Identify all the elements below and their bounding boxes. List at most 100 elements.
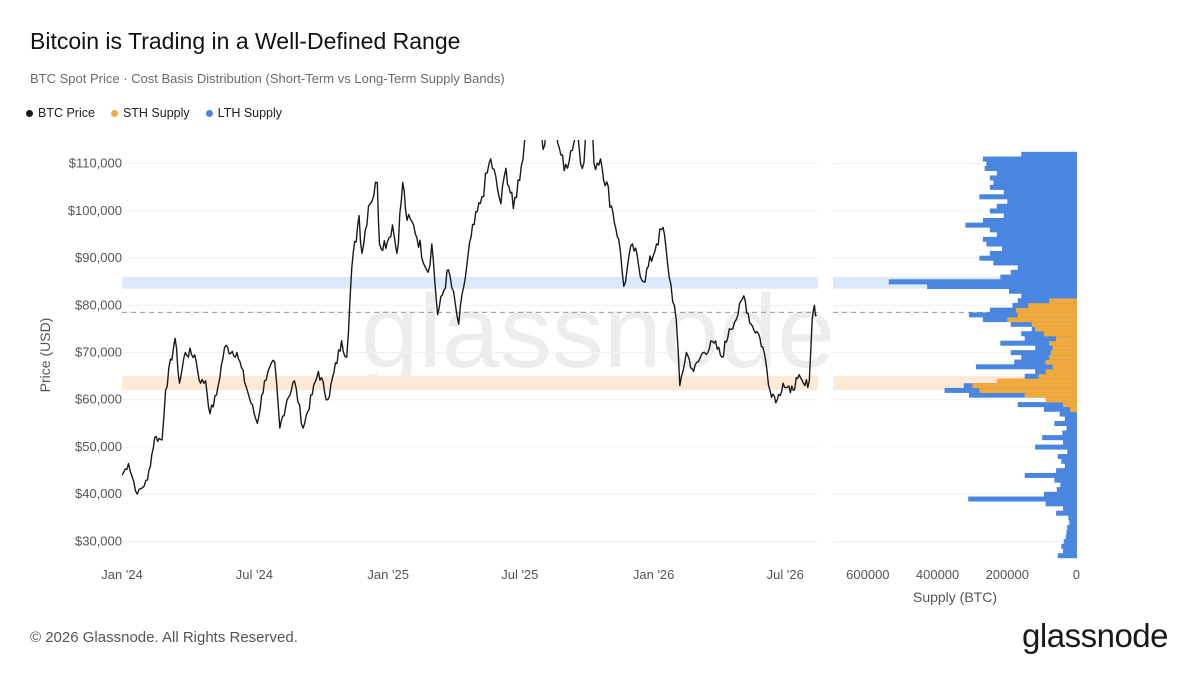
lth-supply-bar (1067, 449, 1077, 455)
sth-supply-bar (1052, 345, 1077, 351)
y-tick-label: $50,000 (75, 439, 122, 454)
lth-supply-bar (1035, 444, 1077, 450)
legend-dot-lth-supply (205, 109, 213, 117)
price-series (122, 140, 817, 495)
sth-supply-bar (1056, 335, 1077, 341)
lth-supply-bar (1056, 487, 1077, 493)
grid-layer (122, 163, 1077, 542)
y-axis-title: Price (USD) (37, 318, 53, 393)
lth-supply-bar (1007, 199, 1077, 205)
lth-supply-bar (888, 279, 1077, 285)
lth-supply-bar (1054, 420, 1077, 426)
lth-supply-bar (1063, 548, 1077, 554)
sth-supply-bar (1024, 392, 1077, 398)
lth-supply-bar (982, 217, 1077, 223)
lth-supply-bar (996, 232, 1077, 238)
chart-title: Bitcoin is Trading in a Well-Defined Ran… (30, 28, 461, 54)
x-tick-label: Jul '24 (236, 567, 273, 582)
lth-supply-bar (1057, 553, 1077, 559)
sth-supply-bar (1050, 350, 1077, 356)
sth-supply-bar (1017, 312, 1077, 318)
lth-supply-bar (1062, 430, 1077, 436)
sth-supply-bar (1016, 307, 1077, 313)
time-axis: Jan '24 Jul '24 Jan '25 Jul '25 Jan '26 Jul '… (101, 567, 804, 582)
sth-supply-bar (1028, 302, 1077, 308)
supply-tick-label: 200000 (986, 567, 1029, 582)
lth-supply-bar (1065, 534, 1077, 540)
sth-supply-bar (1045, 369, 1077, 375)
lth-supply-bar (1066, 425, 1077, 431)
legend-dot-btc-price (26, 109, 33, 117)
lth-supply-bar (984, 165, 1077, 171)
lth-supply-bar (1003, 213, 1077, 219)
supply-tick-label: 400000 (916, 567, 959, 582)
legend-label-sth-supply: STH Supply (122, 106, 190, 120)
sth-supply-bar (1035, 326, 1077, 332)
lth-supply-bar (1069, 520, 1077, 526)
legend-dot-sth-supply (110, 109, 118, 117)
sth-supply-bar (1007, 317, 1077, 323)
lth-supply-bar (1042, 435, 1077, 441)
sth-supply-bar (979, 387, 1077, 393)
sth-supply-bar (972, 383, 1077, 389)
lth-supply-bar (982, 236, 1077, 242)
y-tick-label: $70,000 (75, 345, 122, 360)
lth-supply-bar (989, 250, 1077, 256)
lth-supply-bar (986, 161, 1077, 167)
lth-supply-bar (1000, 274, 1077, 280)
lth-supply-bar (1017, 298, 1077, 304)
lth-supply-bar (1021, 293, 1077, 299)
sth-supply-bar (996, 378, 1077, 384)
x-tick-label: Jan '25 (367, 567, 409, 582)
supply-tick-label: 600000 (846, 567, 889, 582)
x-tick-label: Jul '25 (501, 567, 538, 582)
lth-supply-bar (1063, 439, 1077, 445)
copyright-text: © 2026 Glassnode. All Rights Reserved. (30, 629, 298, 646)
legend-item-sth-supply[interactable]: STH Supply (110, 106, 190, 120)
lth-supply-bar (1063, 539, 1077, 545)
y-tick-label: $80,000 (75, 297, 122, 312)
legend-label-lth-supply: LTH Supply (217, 106, 283, 120)
sth-supply-bar (1049, 354, 1077, 360)
lth-supply-bar (1010, 350, 1077, 356)
lth-supply-bar (1045, 501, 1077, 507)
lth-supply-bar (1068, 515, 1077, 521)
lth-supply-bar (1024, 472, 1077, 478)
lth-supply-bar (982, 156, 1077, 162)
lth-supply-bar (1003, 189, 1077, 195)
lth-supply-bar (975, 364, 1077, 370)
lth-supply-bar (1000, 340, 1077, 346)
lth-supply-bar (1002, 246, 1077, 252)
sth-supply-bar (1045, 397, 1077, 403)
lth-supply-bar (996, 170, 1077, 176)
lth-supply-bar (989, 175, 1077, 181)
lth-supply-bar (1017, 265, 1077, 271)
lth-supply-bar (989, 227, 1077, 233)
lth-supply-bar (996, 203, 1077, 209)
lth-supply-bar (1056, 510, 1077, 516)
sth-supply-bar (1063, 402, 1077, 408)
y-tick-label: $90,000 (75, 250, 122, 265)
chart-subtitle: BTC Spot Price · Cost Basis Distribution… (30, 71, 505, 86)
supply-axis: 600000 400000 200000 0 (846, 567, 1080, 582)
sth-supply-bar (1052, 364, 1077, 370)
lth-supply-bar (1061, 543, 1077, 549)
legend-item-btc-price[interactable]: BTC Price (26, 106, 95, 120)
lth-supply-bar (986, 241, 1077, 247)
brand-logo[interactable]: glassnode (1022, 617, 1168, 654)
sth-supply-bar (1031, 321, 1077, 327)
lth-supply-bar (1054, 477, 1077, 483)
y-tick-label: $60,000 (75, 392, 122, 407)
lth-supply-bar (1059, 411, 1077, 417)
lth-supply-bar (1017, 402, 1077, 408)
y-tick-label: $110,000 (69, 156, 122, 171)
y-tick-label: $30,000 (75, 533, 122, 548)
watermark-text: glassnode (361, 274, 835, 390)
lth-supply-bar (968, 496, 1077, 502)
legend-item-lth-supply[interactable]: LTH Supply (205, 106, 283, 120)
price-band-0 (122, 276, 818, 289)
lth-supply-bar (1063, 505, 1077, 511)
lth-supply-bar (1056, 468, 1077, 474)
lth-supply-bar (1067, 524, 1077, 530)
lth-supply-bar (1043, 491, 1077, 497)
